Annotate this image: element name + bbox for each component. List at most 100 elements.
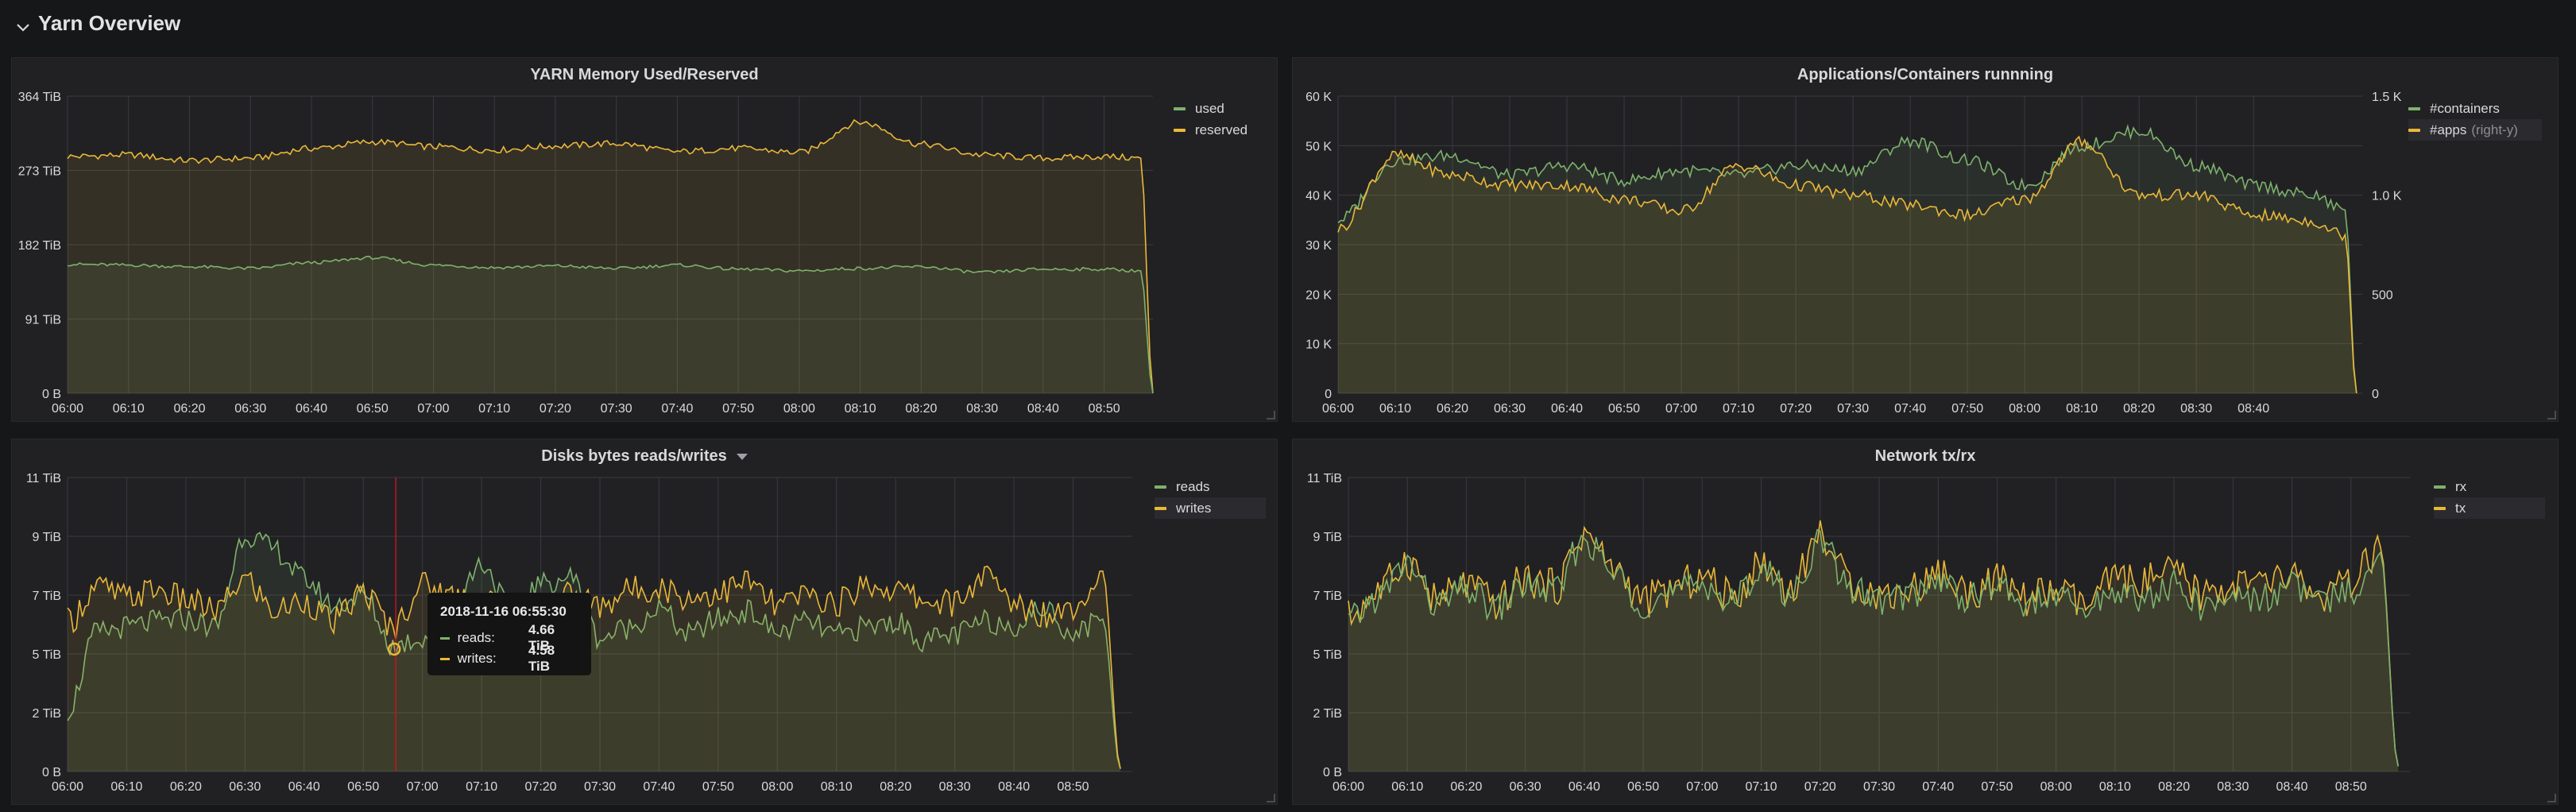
x-tick-label: 07:10 [1746,780,1777,794]
x-tick-label: 06:30 [234,402,266,416]
legend-swatch [1174,128,1186,132]
legend-label: reserved [1195,122,1248,137]
y-tick-label: 0 B [42,766,61,779]
x-tick-label: 07:50 [1981,780,2013,794]
chart-yarn-memory[interactable]: 364 TiB 273 TiB 182 TiB 91 TiB 0 B06:00 06:10… [12,58,1278,423]
panel-yarn-memory: YARN Memory Used/Reserved 364 TiB 273 TiB… [11,57,1278,422]
y-tick-label: 9 TiB [1313,531,1342,544]
legend-swatch [2408,128,2420,132]
y-tick-label: 182 TiB [18,239,61,253]
y-tick-label: 9 TiB [33,531,61,544]
y-tick-label: 11 TiB [1307,472,1342,485]
legend-item-writes[interactable]: writes [1155,497,1266,519]
x-tick-label: 06:10 [110,780,142,794]
legend-item-apps[interactable]: #apps (right-y) [2408,119,2542,141]
y-tick-label: 20 K [1305,288,1332,302]
y-tick-label: 5 TiB [1313,648,1342,662]
y-tick-label: 273 TiB [18,165,61,179]
y-tick-label: 10 K [1305,338,1332,352]
x-tick-label: 07:30 [584,780,616,794]
x-tick-label: 07:10 [1723,402,1754,416]
legend: used reserved [1174,98,1247,141]
caret-down-icon[interactable] [736,453,748,460]
x-tick-label: 07:40 [1922,780,1954,794]
resize-handle-icon[interactable] [2547,411,2556,420]
resize-handle-icon[interactable] [1267,794,1275,802]
x-tick-label: 08:10 [2066,402,2098,416]
panel-disks: Disks bytes reads/writes 11 TiB 9 TiB 7 Ti… [11,439,1278,805]
row-title[interactable]: Yarn Overview [38,11,181,35]
x-tick-label: 06:00 [1332,780,1364,794]
tooltip-row-writes: writes: 4.58 TiB [440,643,578,674]
y-tick-label: 40 K [1305,190,1332,203]
legend: #containers #apps (right-y) [2408,98,2542,141]
legend-item-containers[interactable]: #containers [2408,98,2542,119]
x-tick-label: 08:30 [966,402,998,416]
legend-item-tx[interactable]: tx [2434,497,2545,519]
x-tick-label: 07:30 [601,402,632,416]
tooltip-swatch [440,657,450,660]
x-tick-label: 07:50 [702,780,734,794]
panel-title[interactable]: Network tx/rx [1874,447,1976,465]
chart-disks[interactable]: 11 TiB 9 TiB 7 TiB 5 TiB 2 TiB 0 B06:00 06:10 0… [12,439,1278,806]
x-tick-label: 08:30 [2217,780,2249,794]
legend: reads writes [1155,476,1266,519]
panel-title[interactable]: YARN Memory Used/Reserved [530,66,759,83]
panel-network: Network tx/rx 11 TiB 9 TiB 7 TiB 5 TiB 2 TiB… [1292,439,2559,805]
x-tick-label: 08:40 [998,780,1030,794]
series-area-apps [1338,137,2357,393]
y-tick-label: 11 TiB [26,472,61,485]
y-tick-label: 0 B [1323,766,1342,779]
legend-label: #apps [2430,122,2467,137]
x-tick-label: 06:00 [52,402,83,416]
tooltip-value: 4.58 TiB [528,643,555,674]
legend-swatch [1155,485,1166,489]
chevron-down-icon[interactable] [14,19,32,37]
legend-swatch [2434,485,2446,489]
series-line-reserved [67,118,1154,394]
chart-network[interactable]: 11 TiB 9 TiB 7 TiB 5 TiB 2 TiB 0 B06:00 06:10 0… [1293,439,2559,806]
x-tick-label: 06:40 [296,402,327,416]
chart-applications-containers[interactable]: 60 K50 K40 K30 K20 K10 K01.5 K1.0 K50000… [1293,58,2559,423]
legend-item-reads[interactable]: reads [1155,476,1266,497]
x-tick-label: 08:10 [2099,780,2131,794]
x-tick-label: 08:30 [939,780,971,794]
x-tick-label: 06:20 [1450,780,1482,794]
y-tick-label: 91 TiB [25,314,61,327]
x-tick-label: 07:20 [1780,402,1812,416]
y-tick-label: 5 TiB [33,648,61,662]
x-tick-label: 06:40 [1568,780,1600,794]
y2-tick-label: 1.0 K [2372,190,2402,203]
x-tick-label: 07:20 [1804,780,1836,794]
x-tick-label: 06:40 [288,780,320,794]
legend-swatch [1155,506,1166,510]
x-tick-label: 08:00 [761,780,793,794]
row-header: Yarn Overview [0,0,2576,51]
legend-item-rx[interactable]: rx [2434,476,2545,497]
legend-item-reserved[interactable]: reserved [1174,119,1247,141]
x-tick-label: 06:30 [1510,780,1541,794]
resize-handle-icon[interactable] [2547,794,2556,802]
x-tick-label: 06:10 [1379,402,1411,416]
x-tick-label: 06:40 [1551,402,1583,416]
legend: rx tx [2434,476,2545,519]
y2-tick-label: 1.5 K [2372,91,2402,104]
resize-handle-icon[interactable] [1267,411,1275,420]
y-tick-label: 0 [1325,388,1332,401]
x-tick-label: 07:50 [722,402,754,416]
series-line-used [67,255,1154,394]
tooltip-value: 4.66 TiB [528,622,555,653]
x-tick-label: 08:50 [2335,780,2367,794]
panel-title[interactable]: Disks bytes reads/writes [12,447,1277,466]
x-tick-label: 07:20 [540,402,571,416]
x-tick-label: 06:50 [1608,402,1640,416]
series-line-rx [1348,528,2399,767]
x-tick-label: 06:20 [170,780,202,794]
y-tick-label: 30 K [1305,239,1332,253]
panel-title[interactable]: Applications/Containers runnning [1797,66,2054,83]
series-area-reads [68,532,1121,771]
x-tick-label: 08:40 [2276,780,2308,794]
series-line-containers [1337,123,2357,394]
series-area-writes [68,566,1121,771]
legend-item-used[interactable]: used [1174,98,1247,119]
